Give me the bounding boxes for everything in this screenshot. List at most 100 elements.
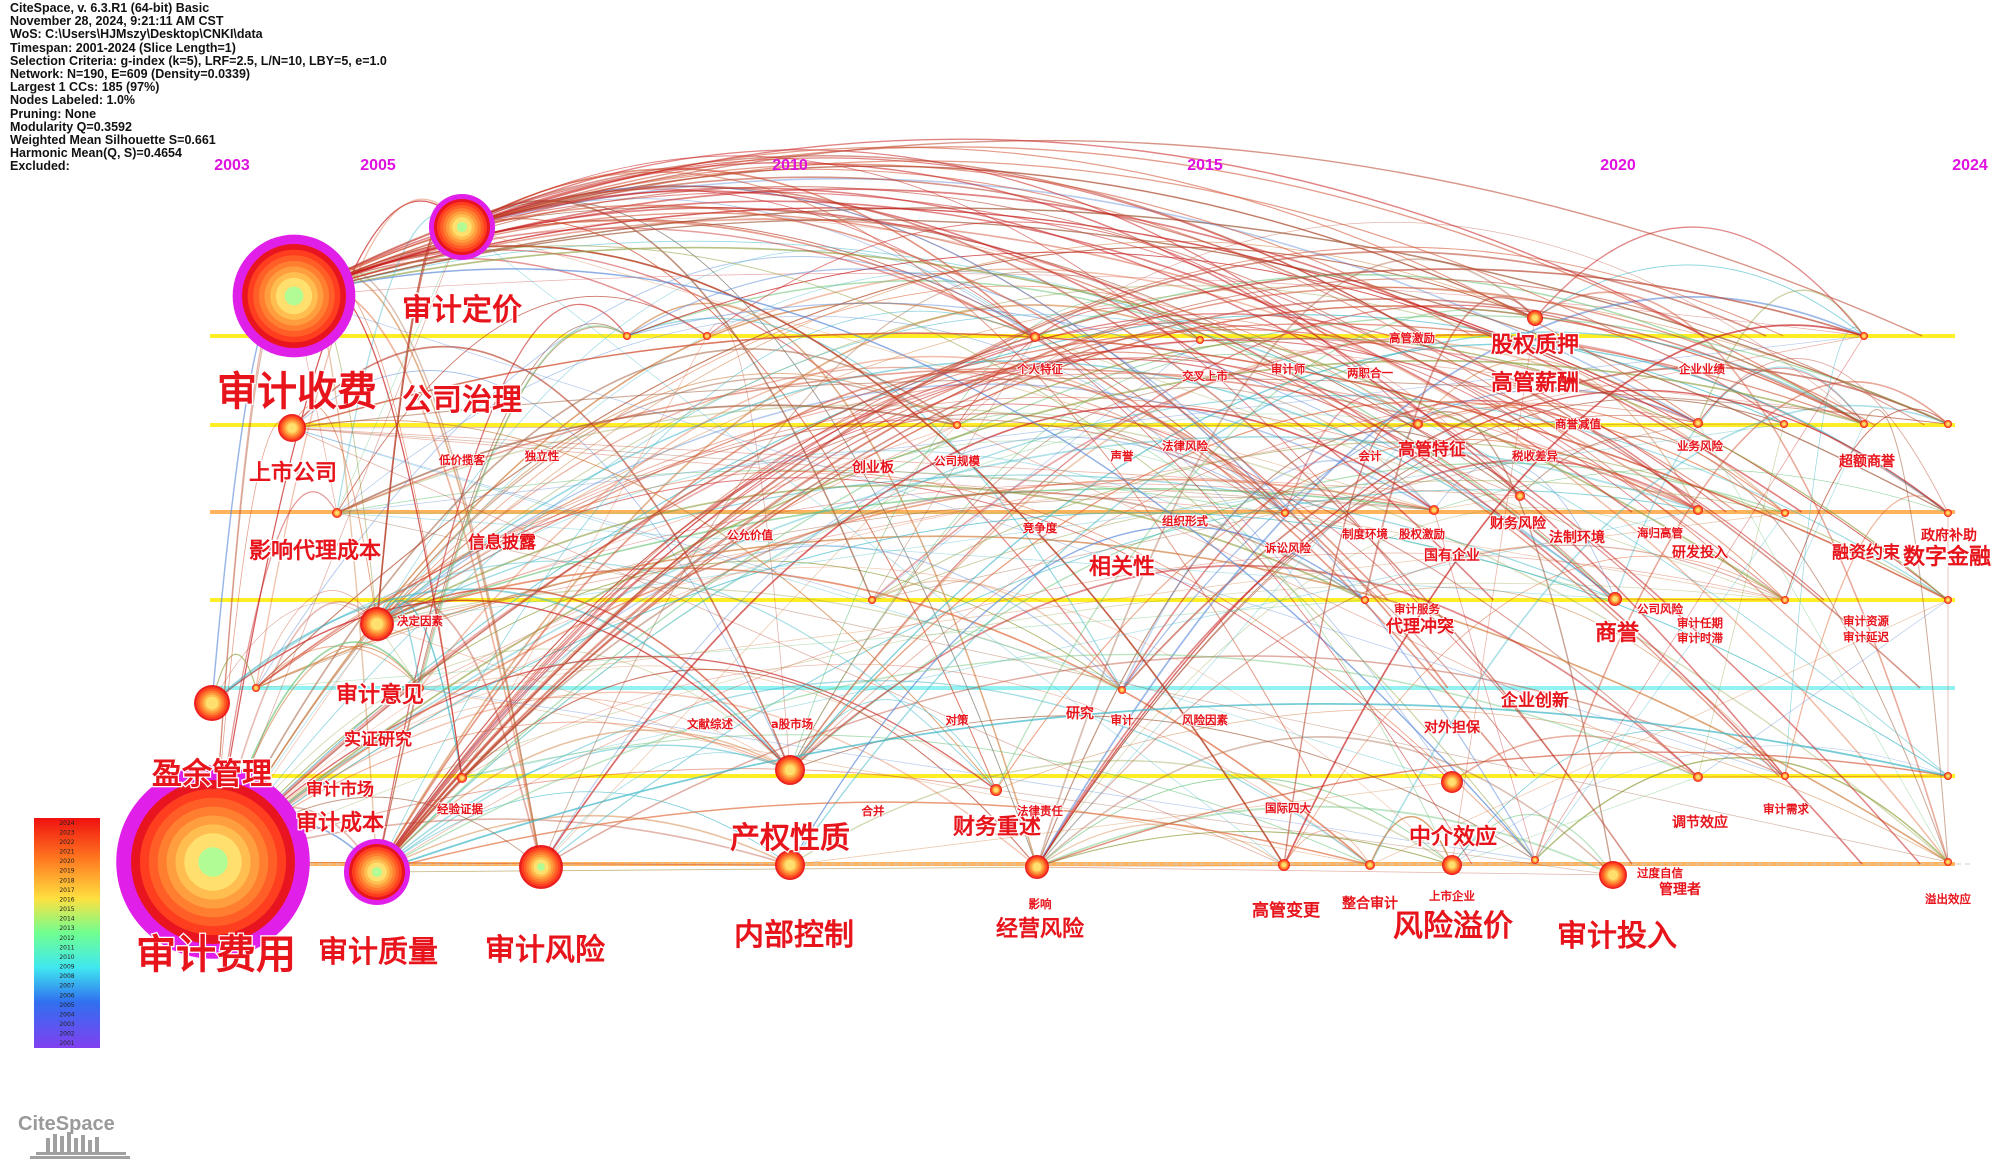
keyword-label[interactable]: 高管激励 bbox=[1388, 330, 1436, 346]
keyword-label[interactable]: 公司风险 bbox=[1636, 601, 1684, 617]
keyword-label[interactable]: 影响 bbox=[1028, 896, 1053, 912]
keyword-label[interactable]: 文献综述 bbox=[686, 716, 734, 732]
keyword-node[interactable] bbox=[194, 685, 230, 721]
keyword-label[interactable]: 低价揽客 bbox=[437, 452, 486, 468]
keyword-node[interactable] bbox=[775, 755, 805, 785]
keyword-label[interactable]: 审计投入 bbox=[1556, 918, 1679, 956]
keyword-label[interactable]: 诉讼风险 bbox=[1264, 540, 1312, 556]
keyword-label[interactable]: 审计师 bbox=[1270, 361, 1307, 377]
keyword-node[interactable] bbox=[1599, 861, 1627, 889]
keyword-label[interactable]: 审计延迟 bbox=[1842, 629, 1890, 645]
keyword-label[interactable]: 调节效应 bbox=[1671, 813, 1729, 832]
keyword-label[interactable]: 海归高管 bbox=[1636, 525, 1684, 541]
keyword-label[interactable]: 国际四大 bbox=[1264, 800, 1312, 816]
keyword-label[interactable]: 经验证据 bbox=[436, 801, 484, 817]
keyword-node[interactable] bbox=[252, 684, 260, 692]
keyword-label[interactable]: 两职合一 bbox=[1346, 365, 1394, 381]
keyword-label[interactable]: 高管薪酬 bbox=[1490, 369, 1581, 398]
keyword-label[interactable]: a股市场 bbox=[770, 716, 814, 732]
keyword-node[interactable] bbox=[868, 596, 876, 604]
keyword-node[interactable] bbox=[1781, 772, 1789, 780]
keyword-label[interactable]: 审计服务 bbox=[1393, 601, 1441, 617]
keyword-node[interactable] bbox=[1531, 856, 1539, 864]
keyword-label[interactable]: 合并 bbox=[861, 803, 886, 819]
keyword-node[interactable] bbox=[1780, 420, 1788, 428]
keyword-label[interactable]: 交叉上市 bbox=[1181, 368, 1229, 384]
keyword-node[interactable] bbox=[1429, 505, 1439, 515]
keyword-label[interactable]: 政府补助 bbox=[1920, 526, 1978, 545]
keyword-node[interactable] bbox=[1944, 596, 1952, 604]
keyword-node[interactable] bbox=[1781, 596, 1789, 604]
keyword-node[interactable] bbox=[278, 414, 306, 442]
keyword-label[interactable]: 审计时滞 bbox=[1676, 630, 1724, 646]
keyword-node[interactable] bbox=[1365, 860, 1375, 870]
keyword-node[interactable] bbox=[1860, 420, 1868, 428]
keyword-node[interactable] bbox=[332, 508, 342, 518]
keyword-label[interactable]: 企业业绩 bbox=[1677, 361, 1726, 377]
keyword-label[interactable]: 审计风险 bbox=[484, 932, 607, 970]
keyword-label[interactable]: 个人特征 bbox=[1015, 361, 1064, 377]
keyword-label[interactable]: 盈余管理 bbox=[151, 756, 274, 794]
keyword-label[interactable]: 股权激励 bbox=[1398, 526, 1446, 542]
keyword-node[interactable] bbox=[1781, 509, 1789, 517]
keyword-label[interactable]: 溢出效应 bbox=[1924, 891, 1972, 907]
keyword-label[interactable]: 财务风险 bbox=[1488, 514, 1548, 533]
keyword-label[interactable]: 制度环境 bbox=[1341, 526, 1389, 542]
keyword-node[interactable] bbox=[343, 838, 411, 906]
keyword-node[interactable] bbox=[1944, 420, 1952, 428]
keyword-label[interactable]: 审计费用 bbox=[135, 931, 298, 980]
keyword-node[interactable] bbox=[116, 765, 310, 959]
keyword-label[interactable]: 商誉减值 bbox=[1554, 416, 1602, 432]
keyword-label[interactable]: 创业板 bbox=[850, 458, 896, 477]
keyword-label[interactable]: 法制环境 bbox=[1548, 528, 1606, 547]
keyword-node[interactable] bbox=[1693, 772, 1703, 782]
keyword-node[interactable] bbox=[428, 193, 496, 261]
keyword-label[interactable]: 对外担保 bbox=[1423, 718, 1482, 737]
keyword-label[interactable]: 股权质押 bbox=[1490, 331, 1581, 360]
keyword-label[interactable]: 法律责任 bbox=[1016, 803, 1064, 819]
keyword-label[interactable]: 信息披露 bbox=[467, 531, 538, 554]
keyword-node[interactable] bbox=[1527, 310, 1543, 326]
keyword-node[interactable] bbox=[1361, 596, 1369, 604]
keyword-label[interactable]: 影响代理成本 bbox=[248, 537, 383, 566]
keyword-node[interactable] bbox=[1515, 491, 1525, 501]
keyword-label[interactable]: 审计定价 bbox=[401, 292, 524, 330]
keyword-label[interactable]: 国有企业 bbox=[1423, 546, 1481, 565]
keyword-label[interactable]: 融资约束 bbox=[1831, 541, 1901, 564]
keyword-label[interactable]: 研发投入 bbox=[1671, 543, 1729, 562]
keyword-label[interactable]: 声誉 bbox=[1109, 448, 1135, 464]
keyword-label[interactable]: 审计意见 bbox=[335, 681, 426, 710]
keyword-node[interactable] bbox=[1025, 855, 1049, 879]
keyword-label[interactable]: 竞争度 bbox=[1022, 520, 1059, 536]
keyword-node[interactable] bbox=[1693, 505, 1703, 515]
keyword-label[interactable]: 业务风险 bbox=[1676, 438, 1724, 454]
keyword-label[interactable]: 中介效应 bbox=[1408, 823, 1499, 852]
keyword-node[interactable] bbox=[1693, 418, 1703, 428]
keyword-label[interactable]: 超额商誉 bbox=[1837, 452, 1897, 471]
keyword-label[interactable]: 商誉 bbox=[1594, 619, 1642, 648]
keyword-node[interactable] bbox=[953, 421, 961, 429]
keyword-node[interactable] bbox=[1278, 859, 1290, 871]
keyword-label[interactable]: 审计任期 bbox=[1676, 615, 1724, 631]
keyword-label[interactable]: 财务重述 bbox=[952, 814, 1043, 842]
keyword-label[interactable]: 审计市场 bbox=[305, 778, 375, 801]
keyword-label[interactable]: 相关性 bbox=[1088, 554, 1157, 582]
keyword-node[interactable] bbox=[457, 773, 467, 783]
keyword-label[interactable]: 决定因素 bbox=[396, 613, 444, 629]
keyword-label[interactable]: 过度自信 bbox=[1636, 865, 1684, 881]
keyword-node[interactable] bbox=[1944, 772, 1952, 780]
keyword-label[interactable]: 高管变更 bbox=[1251, 899, 1322, 922]
keyword-label[interactable]: 管理者 bbox=[1658, 880, 1702, 899]
keyword-label[interactable]: 代理冲突 bbox=[1384, 615, 1455, 638]
keyword-label[interactable]: 上市企业 bbox=[1428, 888, 1476, 904]
keyword-node[interactable] bbox=[416, 684, 424, 692]
keyword-node[interactable] bbox=[623, 332, 631, 340]
keyword-label[interactable]: 会计 bbox=[1357, 448, 1383, 464]
keyword-label[interactable]: 审计需求 bbox=[1762, 801, 1810, 817]
keyword-node[interactable] bbox=[519, 845, 563, 889]
keyword-node[interactable] bbox=[1860, 332, 1868, 340]
keyword-node[interactable] bbox=[1608, 592, 1622, 606]
keyword-label[interactable]: 独立性 bbox=[524, 448, 561, 464]
keyword-label[interactable]: 经营风险 bbox=[995, 915, 1087, 944]
